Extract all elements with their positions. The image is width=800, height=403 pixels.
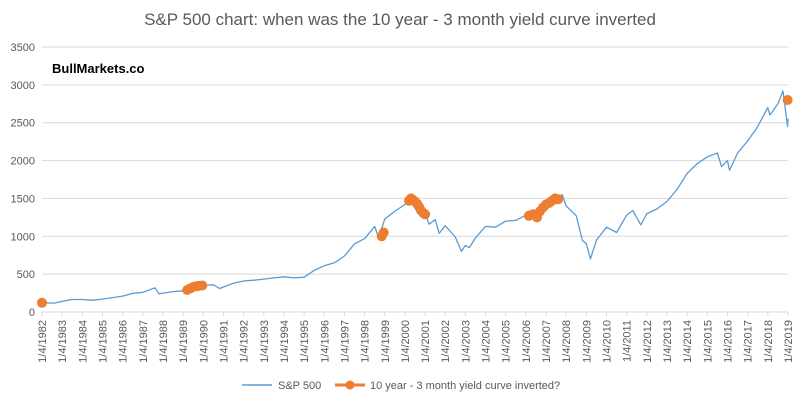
y-tick-label: 1000: [11, 231, 35, 243]
x-tick-label: 1/4/2017: [743, 320, 755, 363]
y-axis-ticks: 0 500 1000 1500 2000 2500 3000 3500: [11, 42, 35, 319]
y-tick-label: 3500: [11, 42, 35, 54]
x-tick-label: 1/4/2007: [541, 320, 553, 363]
x-tick-label: 1/4/1984: [77, 320, 89, 363]
x-tick-label: 1/4/1985: [97, 320, 109, 363]
x-tick-label: 1/4/1995: [299, 320, 311, 363]
series-markers: [37, 95, 793, 308]
legend-marker-inverted: [345, 380, 355, 390]
inverted-point: [197, 280, 208, 291]
legend-label-sp500: S&P 500: [278, 380, 321, 392]
y-tick-label: 0: [29, 307, 35, 319]
inverted-point: [782, 95, 793, 105]
watermark-text: BullMarkets.co: [52, 61, 145, 76]
y-tick-label: 3000: [11, 80, 35, 92]
x-tick-label: 1/4/1994: [279, 320, 291, 363]
y-tick-label: 1500: [11, 193, 35, 205]
x-tick-label: 1/4/1987: [138, 320, 150, 363]
chart-title: S&P 500 chart: when was the 10 year - 3 …: [144, 10, 656, 29]
x-tick-label: 1/4/2008: [561, 320, 573, 363]
x-tick-label: 1/4/2005: [501, 320, 513, 363]
legend-label-inverted: 10 year - 3 month yield curve inverted?: [370, 380, 560, 392]
y-tick-label: 2000: [11, 156, 35, 168]
y-tick-label: 2500: [11, 118, 35, 130]
x-tick-label: 1/4/1999: [380, 320, 392, 363]
x-tick-label: 1/4/2016: [723, 320, 735, 363]
legend: S&P 500 10 year - 3 month yield curve in…: [242, 380, 560, 392]
inverted-point: [378, 227, 389, 238]
x-tick-label: 1/4/2001: [420, 320, 432, 363]
x-tick-label: 1/4/1997: [339, 320, 351, 363]
x-tick-label: 1/4/1998: [360, 320, 372, 363]
x-tick-label: 1/4/1993: [259, 320, 271, 363]
x-tick-label: 1/4/1989: [178, 320, 190, 363]
inverted-point: [553, 194, 564, 205]
x-axis-ticks: 1/4/1982 1/4/1983 1/4/1984 1/4/1985 1/4/1986…: [37, 312, 795, 363]
inverted-point: [420, 209, 431, 220]
x-tick-label: 1/4/2006: [521, 320, 533, 363]
inverted-point: [37, 297, 47, 308]
x-tick-label: 1/4/1982: [37, 320, 49, 363]
x-tick-label: 1/4/1991: [218, 320, 230, 363]
x-tick-label: 1/4/1988: [158, 320, 170, 363]
x-tick-label: 1/4/2019: [783, 320, 795, 363]
x-tick-label: 1/4/1996: [319, 320, 331, 363]
x-tick-label: 1/4/2013: [662, 320, 674, 363]
x-tick-label: 1/4/1983: [57, 320, 69, 363]
x-tick-label: 1/4/2015: [702, 320, 714, 363]
x-tick-label: 1/4/2003: [460, 320, 472, 363]
x-tick-label: 1/4/2012: [642, 320, 654, 363]
x-tick-label: 1/4/2018: [763, 320, 775, 363]
x-tick-label: 1/4/2004: [481, 320, 493, 363]
x-tick-label: 1/4/2011: [622, 320, 634, 362]
x-tick-label: 1/4/1986: [118, 320, 130, 363]
x-tick-label: 1/4/2009: [581, 320, 593, 363]
x-tick-label: 1/4/1992: [239, 320, 251, 363]
x-tick-label: 1/4/1990: [198, 320, 210, 363]
x-tick-label: 1/4/2014: [682, 320, 694, 363]
y-tick-label: 500: [17, 269, 35, 281]
x-tick-label: 1/4/2002: [440, 320, 452, 363]
x-tick-label: 1/4/2010: [602, 320, 614, 363]
x-tick-label: 1/4/2000: [400, 320, 412, 363]
